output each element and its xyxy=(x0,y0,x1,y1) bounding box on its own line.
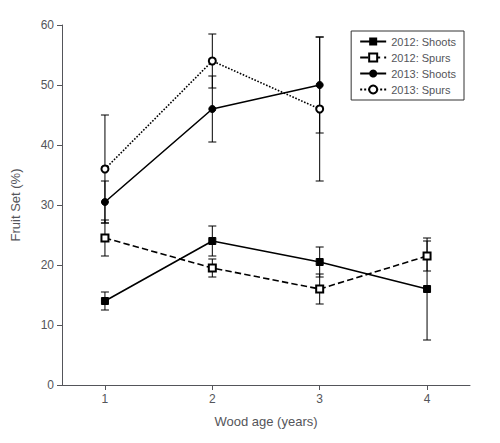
svg-text:20: 20 xyxy=(41,258,55,272)
svg-text:2012: Shoots: 2012: Shoots xyxy=(391,36,456,48)
svg-text:60: 60 xyxy=(41,18,55,32)
svg-text:2013: Spurs: 2013: Spurs xyxy=(391,84,451,96)
svg-text:3: 3 xyxy=(316,392,323,406)
svg-text:2: 2 xyxy=(209,392,216,406)
svg-text:Fruit Set (%): Fruit Set (%) xyxy=(8,169,23,242)
svg-text:1: 1 xyxy=(102,392,109,406)
svg-text:0: 0 xyxy=(47,378,54,392)
svg-text:Wood age (years): Wood age (years) xyxy=(214,414,317,429)
svg-text:30: 30 xyxy=(41,198,55,212)
svg-text:2013: Shoots: 2013: Shoots xyxy=(391,68,456,80)
svg-text:4: 4 xyxy=(424,392,431,406)
svg-text:2012: Spurs: 2012: Spurs xyxy=(391,52,451,64)
svg-text:50: 50 xyxy=(41,78,55,92)
svg-text:40: 40 xyxy=(41,138,55,152)
svg-text:10: 10 xyxy=(41,318,55,332)
